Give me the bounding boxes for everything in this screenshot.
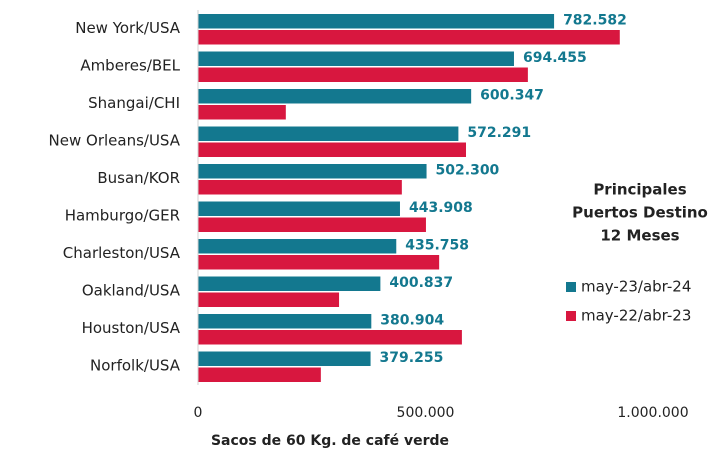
legend-label: may-22/abr-23 — [581, 307, 691, 325]
value-label: 380.904 — [380, 312, 444, 328]
category-label: Amberes/BEL — [80, 57, 180, 75]
bar — [198, 89, 472, 104]
bar — [198, 351, 371, 366]
value-label: 782.582 — [563, 12, 627, 28]
legend-swatch — [566, 282, 576, 292]
category-label: New York/USA — [75, 19, 181, 37]
legend-swatch — [566, 311, 576, 321]
legend-label: may-23/abr-24 — [581, 278, 691, 296]
bar — [198, 142, 466, 157]
bar — [198, 292, 340, 307]
bar — [198, 330, 462, 345]
category-label: Hamburgo/GER — [65, 207, 180, 225]
bar — [198, 314, 372, 329]
bar — [198, 201, 400, 216]
bar — [198, 276, 381, 291]
bar — [198, 180, 402, 195]
bar — [198, 239, 397, 254]
bar — [198, 217, 426, 232]
category-label: Norfolk/USA — [90, 357, 181, 375]
legend-title: 12 Meses — [600, 227, 679, 245]
category-label: Busan/KOR — [97, 169, 180, 187]
category-label: Oakland/USA — [82, 282, 181, 300]
bar — [198, 105, 286, 120]
value-label: 379.255 — [380, 350, 444, 366]
x-axis-title: Sacos de 60 Kg. de café verde — [211, 433, 449, 449]
bar — [198, 367, 321, 382]
value-label: 443.908 — [409, 200, 473, 216]
bar — [198, 255, 440, 270]
bar — [198, 30, 620, 45]
x-tick-label: 0 — [194, 405, 203, 421]
value-label: 502.300 — [436, 162, 500, 178]
bar — [198, 164, 427, 179]
value-label: 435.758 — [405, 237, 469, 253]
category-label: New Orleans/USA — [49, 132, 181, 150]
legend-title: Principales — [593, 181, 686, 199]
legend-title: Puertos Destino — [572, 204, 708, 222]
category-label: Shangai/CHI — [88, 94, 180, 112]
bar — [198, 51, 514, 66]
bar — [198, 67, 528, 82]
bar — [198, 126, 459, 141]
x-tick-label: 1.000.000 — [617, 405, 688, 421]
value-label: 600.347 — [480, 87, 544, 103]
value-label: 572.291 — [467, 125, 531, 141]
category-label: Houston/USA — [82, 319, 181, 337]
value-label: 694.455 — [523, 50, 587, 66]
x-tick-label: 500.000 — [397, 405, 455, 421]
value-label: 400.837 — [389, 275, 453, 291]
category-label: Charleston/USA — [63, 244, 181, 262]
bar — [198, 14, 555, 29]
